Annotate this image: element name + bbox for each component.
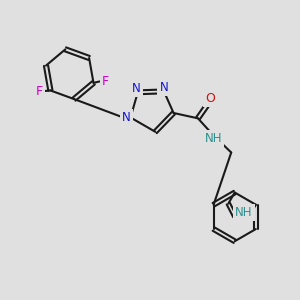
Text: F: F (102, 75, 109, 88)
Text: F: F (35, 85, 43, 98)
Text: N: N (122, 111, 131, 124)
Text: N: N (132, 82, 141, 95)
Text: O: O (206, 92, 215, 105)
Text: NH: NH (235, 206, 253, 219)
Text: N: N (160, 81, 168, 94)
Text: NH: NH (205, 132, 222, 145)
